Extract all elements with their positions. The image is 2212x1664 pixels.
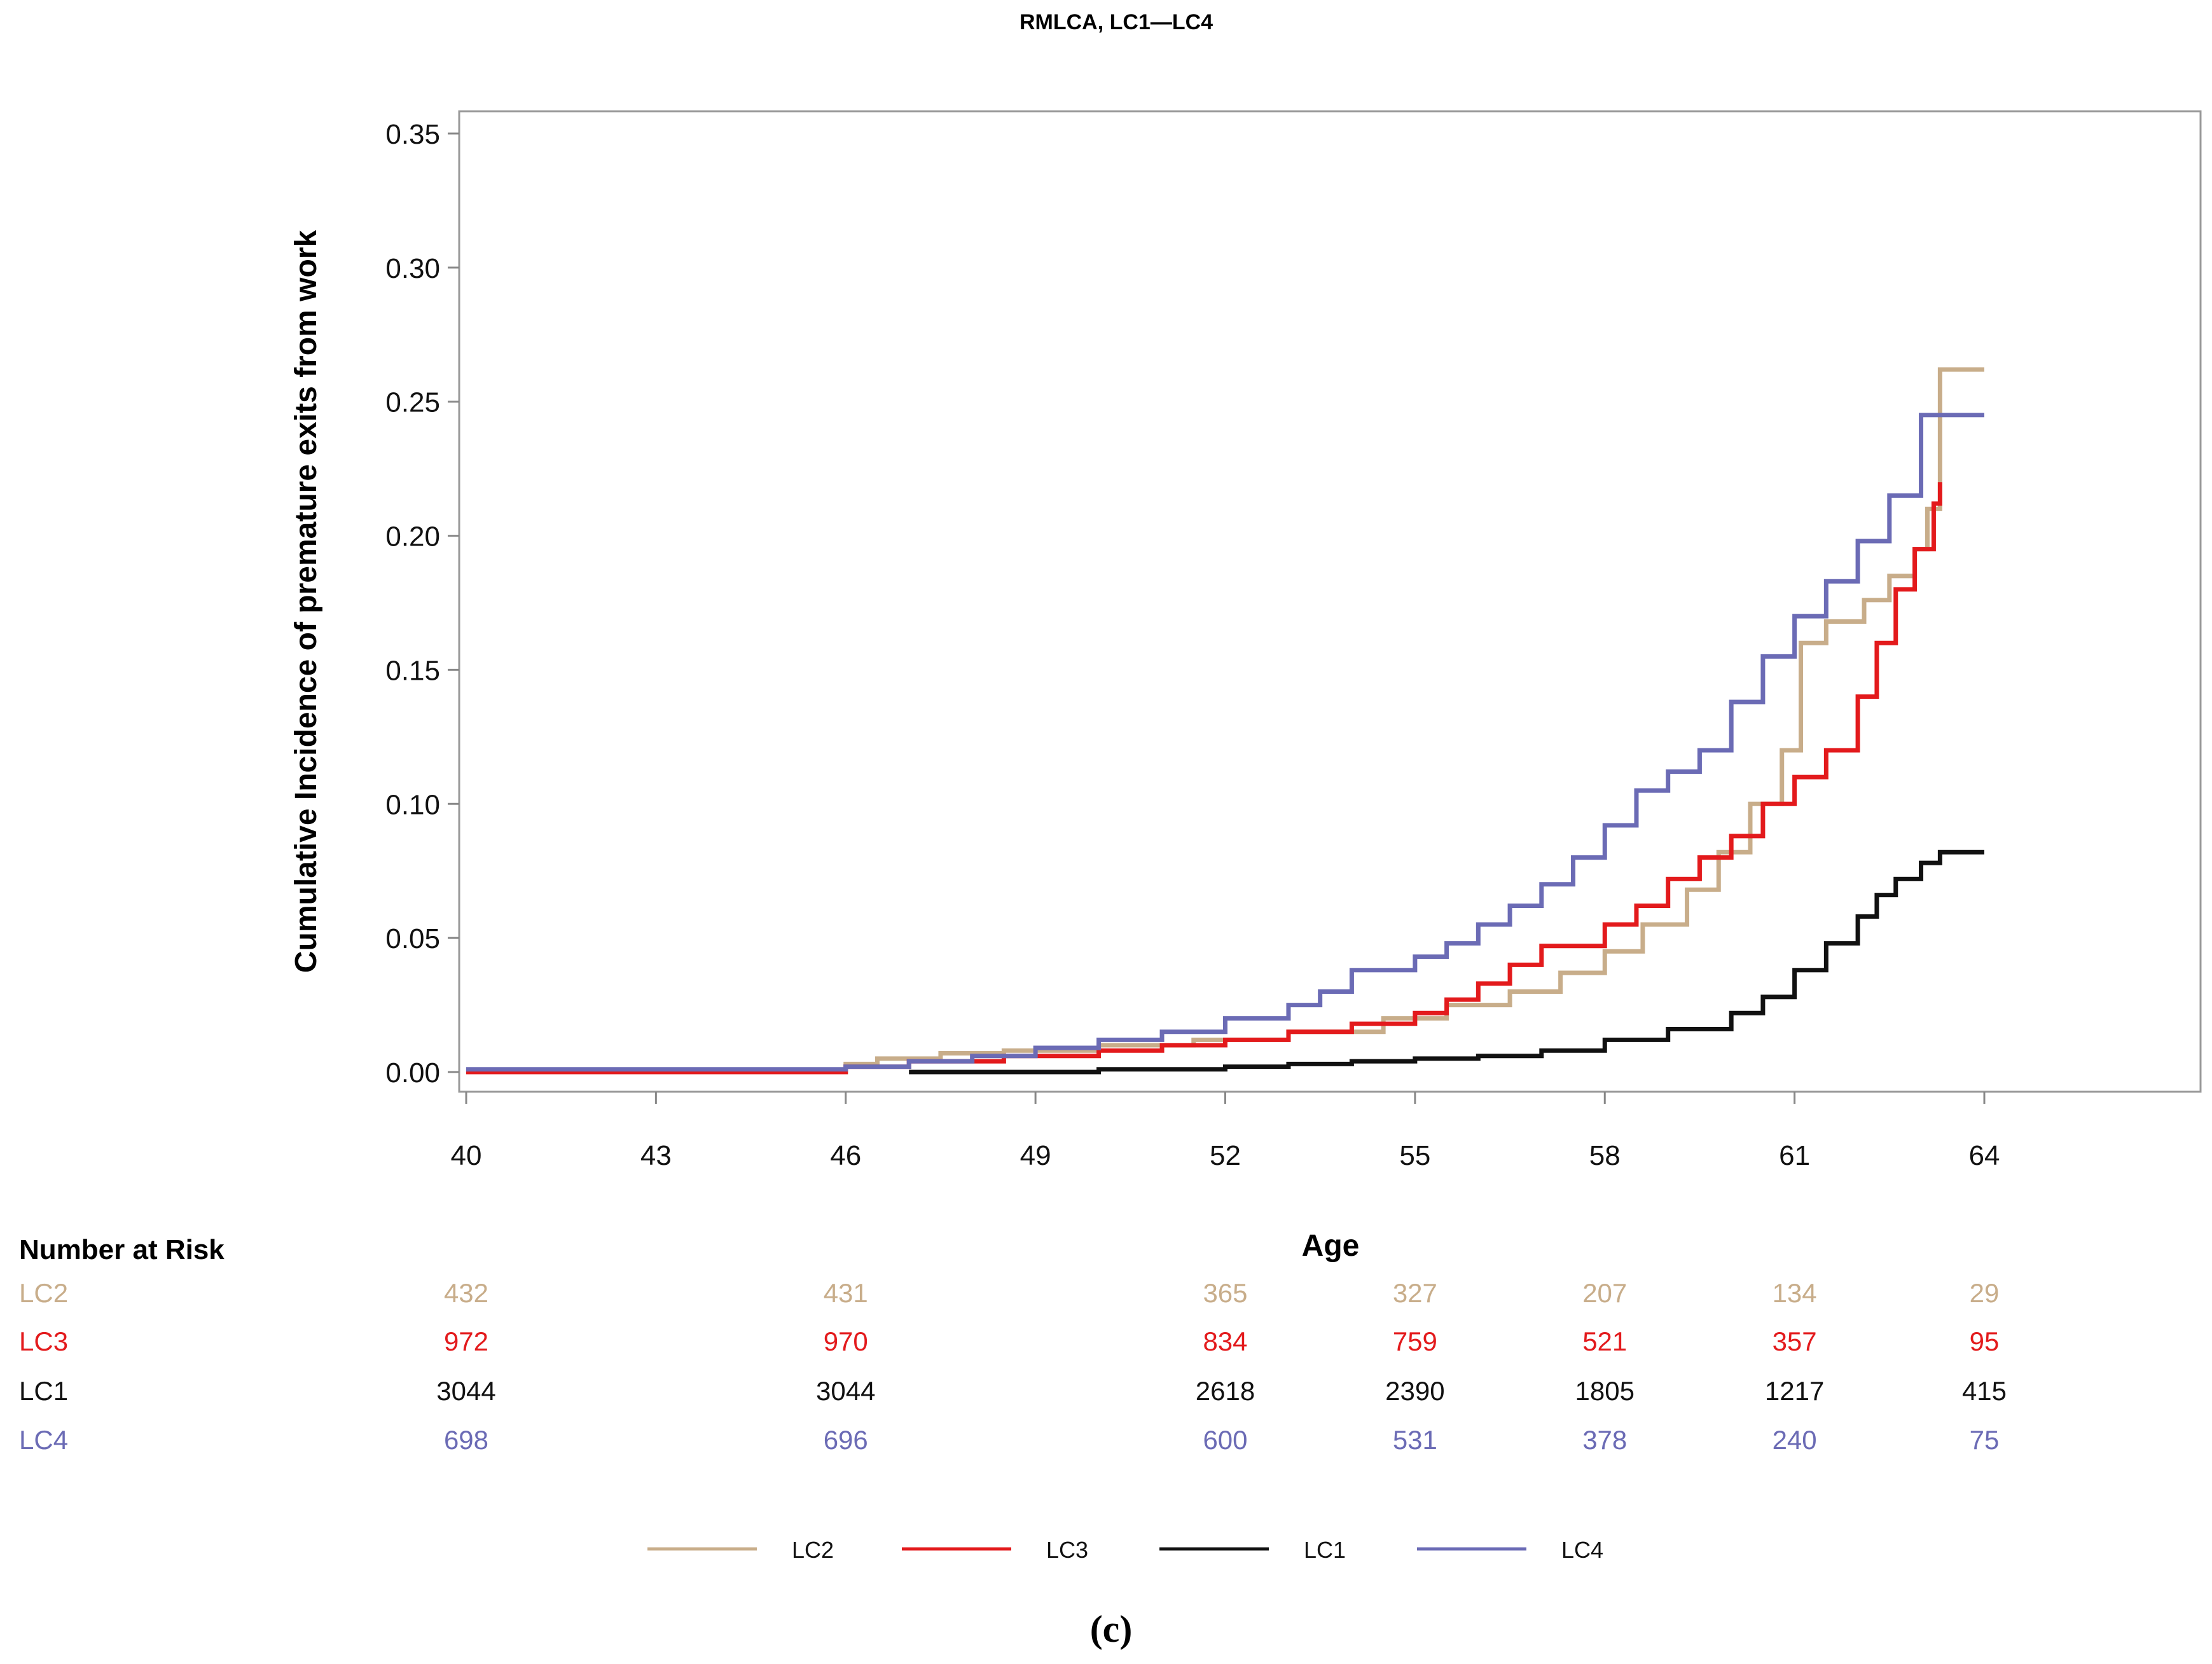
series-line-lc2	[466, 367, 1984, 1075]
risk-cell: 1217	[1765, 1376, 1824, 1406]
risk-cell: 207	[1582, 1278, 1627, 1308]
risk-cell: 357	[1773, 1326, 1817, 1356]
axes: 0.00 0.05 0.10 0.15 0.20 0.25 0.30 0.35 40 43 46 49…	[385, 119, 2000, 1171]
chart-title: RMLCA, LC1—LC4	[1020, 10, 1213, 34]
risk-cell: 365	[1203, 1278, 1247, 1308]
risk-table-title: Number at Risk	[19, 1234, 225, 1265]
risk-cell: 970	[824, 1326, 868, 1356]
y-tick-label: 0.30	[385, 253, 440, 284]
risk-cell: 3044	[436, 1376, 495, 1406]
y-tick-label: 0.10	[385, 789, 440, 820]
series-lines	[466, 367, 1984, 1075]
risk-cell: 415	[1962, 1376, 2007, 1406]
legend-label-lc2: LC2	[792, 1537, 834, 1563]
series-line-lc1	[909, 849, 1984, 1075]
risk-cell: 432	[444, 1278, 488, 1308]
risk-cell: 29	[1970, 1278, 2000, 1308]
x-tick-label: 52	[1210, 1140, 1241, 1171]
plot-frame	[458, 110, 2202, 1093]
x-tick-label: 40	[451, 1140, 482, 1171]
x-tick-label: 46	[830, 1140, 861, 1171]
legend-label-lc3: LC3	[1046, 1537, 1088, 1563]
risk-cell: 3044	[816, 1376, 875, 1406]
risk-row-label: LC1	[19, 1376, 68, 1406]
risk-cell: 134	[1773, 1278, 1817, 1308]
x-tick-label: 55	[1399, 1140, 1430, 1171]
series-line-lc3	[466, 482, 1942, 1075]
risk-cell: 2390	[1385, 1376, 1444, 1406]
risk-cell: 759	[1393, 1326, 1437, 1356]
risk-row-label: LC3	[19, 1326, 68, 1356]
risk-cell: 834	[1203, 1326, 1247, 1356]
risk-cell: 1805	[1575, 1376, 1635, 1406]
legend: LC2 LC3 LC1 LC4	[647, 1537, 1603, 1563]
legend-label-lc4: LC4	[1561, 1537, 1603, 1563]
risk-cell: 240	[1773, 1425, 1817, 1455]
risk-cell: 531	[1393, 1425, 1437, 1455]
x-tick-label: 64	[1969, 1140, 2000, 1171]
risk-cell: 521	[1582, 1326, 1627, 1356]
risk-cell: 327	[1393, 1278, 1437, 1308]
risk-cell: 696	[824, 1425, 868, 1455]
y-tick-label: 0.35	[385, 119, 440, 150]
risk-cell: 698	[444, 1425, 488, 1455]
risk-cell: 431	[824, 1278, 868, 1308]
y-tick-label: 0.00	[385, 1057, 440, 1089]
risk-cell: 600	[1203, 1425, 1247, 1455]
y-tick-label: 0.05	[385, 923, 440, 954]
series-line-lc4	[466, 413, 1984, 1072]
risk-row-label: LC4	[19, 1425, 68, 1455]
y-tick-label: 0.15	[385, 655, 440, 686]
y-tick-label: 0.25	[385, 387, 440, 418]
x-tick-label: 43	[640, 1140, 672, 1171]
risk-cell: 378	[1582, 1425, 1627, 1455]
x-axis-label: Age	[1302, 1229, 1360, 1263]
risk-row-label: LC2	[19, 1278, 68, 1308]
risk-cell: 2618	[1196, 1376, 1255, 1406]
x-tick-label: 58	[1589, 1140, 1621, 1171]
x-tick-label: 61	[1779, 1140, 1810, 1171]
risk-cell: 75	[1970, 1425, 2000, 1455]
legend-label-lc1: LC1	[1304, 1537, 1346, 1563]
risk-cell: 95	[1970, 1326, 2000, 1356]
risk-cell: 972	[444, 1326, 488, 1356]
figure-caption: (c)	[1090, 1608, 1133, 1650]
y-axis-label: Cumulative Incidence of premature exits …	[289, 230, 323, 973]
x-tick-label: 49	[1020, 1140, 1051, 1171]
y-tick-label: 0.20	[385, 521, 440, 553]
